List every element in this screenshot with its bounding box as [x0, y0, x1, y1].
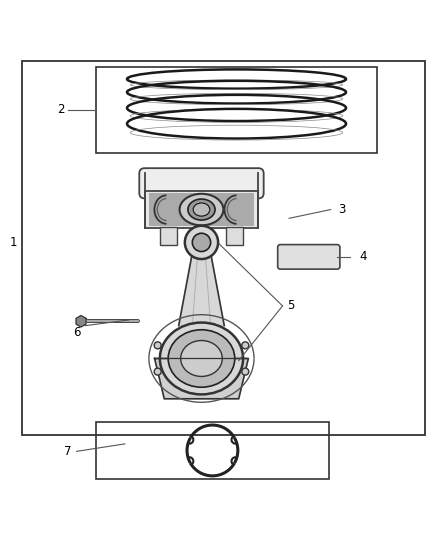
Ellipse shape — [160, 322, 243, 394]
Ellipse shape — [192, 233, 211, 252]
Bar — [96, 422, 328, 479]
Ellipse shape — [193, 203, 210, 216]
Ellipse shape — [180, 194, 223, 225]
Bar — [22, 61, 425, 435]
FancyBboxPatch shape — [278, 245, 340, 269]
Text: 2: 2 — [57, 103, 65, 116]
Text: 1: 1 — [9, 236, 17, 249]
Bar — [145, 191, 258, 228]
Bar — [160, 227, 177, 245]
Ellipse shape — [168, 330, 235, 387]
FancyBboxPatch shape — [139, 168, 264, 198]
Text: 7: 7 — [64, 445, 72, 458]
Ellipse shape — [180, 341, 223, 376]
Ellipse shape — [154, 342, 161, 349]
Polygon shape — [179, 255, 224, 326]
Ellipse shape — [185, 226, 218, 259]
Bar — [226, 227, 243, 245]
Text: 3: 3 — [338, 203, 345, 216]
Polygon shape — [76, 316, 86, 327]
Ellipse shape — [242, 368, 249, 375]
Bar — [96, 67, 377, 152]
Ellipse shape — [188, 199, 215, 220]
Ellipse shape — [242, 342, 249, 349]
Text: 5: 5 — [288, 300, 295, 312]
Text: 4: 4 — [360, 251, 367, 263]
Polygon shape — [155, 359, 248, 399]
Bar — [149, 193, 254, 226]
Text: 6: 6 — [73, 326, 81, 338]
Ellipse shape — [154, 368, 161, 375]
